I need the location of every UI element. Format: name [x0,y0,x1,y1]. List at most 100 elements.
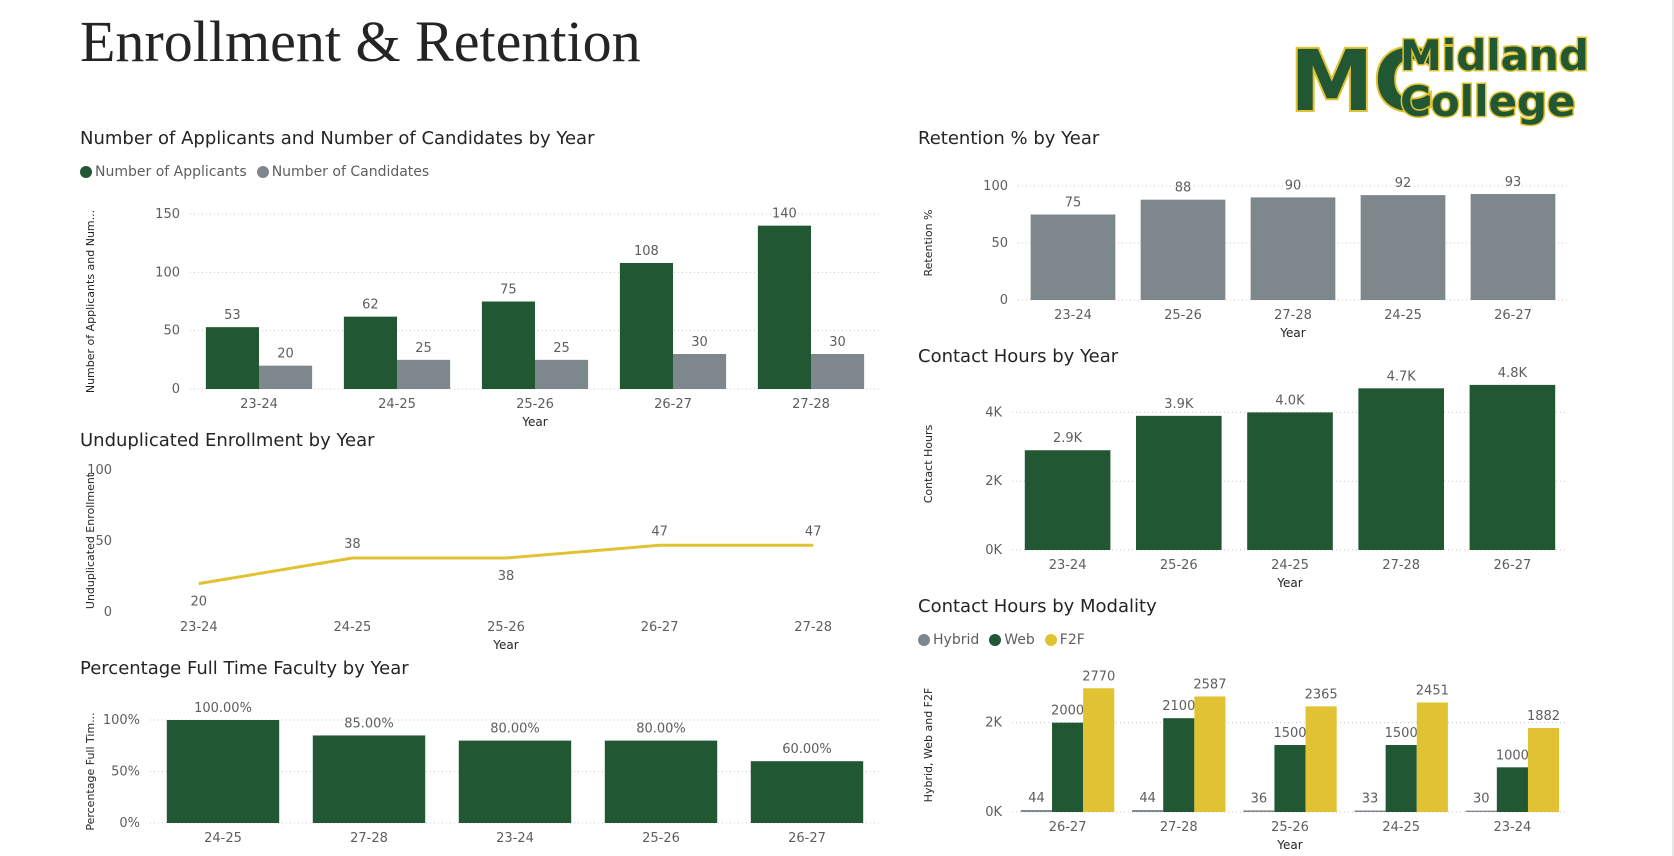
data-label: 100.00% [194,701,252,716]
data-label: 62 [362,298,379,313]
legend-swatch [256,166,269,178]
y-tick-label: 50 [163,324,180,339]
y-tick-label: 0 [172,382,180,397]
data-label: 47 [805,524,822,539]
bar [1416,702,1448,812]
data-label: 38 [344,537,361,552]
bar [1163,718,1195,812]
chart-title: Contact Hours by Year [918,346,1119,367]
legend-item-f2f[interactable]: F2F [1044,632,1085,648]
contact-hours-chart: 0K 2K 4K Contact Hours 23-24 25-26 24-25 27-28 2… [922,366,1568,590]
enrollment-panel: Unduplicated Enrollment by Year 0 50 100 Un… [80,430,880,652]
x-axis-label: Year [1276,576,1302,590]
bar [1465,810,1497,812]
modality-chart: 0K 2K Hybrid, Web and F2F 26-27 27-28 25-26 24… [922,669,1568,852]
x-tick-label: 25-26 [642,831,680,846]
applicants-panel: Number of Applicants and Number of Candi… [80,128,880,430]
y-axis-label: Retention % [922,210,935,277]
bar [312,735,426,823]
x-tick-label: 25-26 [1271,820,1309,835]
data-label: 30 [829,335,846,350]
data-label: 36 [1251,791,1268,806]
bar [205,327,259,389]
page-edge-divider [1672,0,1674,856]
y-tick-label: 4K [985,405,1002,420]
data-label: 4.0K [1275,393,1305,408]
bar [1274,745,1306,812]
bar [1496,767,1528,812]
y-tick-label: 50 [991,236,1008,251]
legend-item-candidates[interactable]: Number of Candidates [256,164,429,180]
bar [750,761,864,823]
x-axis-label: Year [1279,326,1305,340]
bar [535,359,589,389]
contact-hours-panel: Contact Hours by Year 0K 2K 4K Contact Hour… [918,346,1598,594]
y-tick-label: 0K [985,543,1002,558]
retention-panel: Retention % by Year 0 50 100 Retention % 23-… [918,128,1598,344]
chart-title: Retention % by Year [918,128,1100,149]
data-label: 60.00% [782,742,832,757]
legend-item-hybrid[interactable]: Hybrid [918,632,979,648]
x-axis-label: Year [1276,838,1302,852]
x-tick-label: 27-28 [1382,558,1420,573]
data-label: 2451 [1416,684,1449,699]
x-tick-label: 24-25 [334,620,372,635]
y-tick-label: 50% [111,765,140,780]
chart-title: Unduplicated Enrollment by Year [80,430,375,451]
x-tick-label: 24-25 [1271,558,1309,573]
x-tick-label: 27-28 [1274,308,1312,323]
bar [1194,696,1226,812]
midland-college-logo: MC Midland College [1288,30,1588,133]
bar [1469,384,1556,550]
y-tick-label: 100 [87,463,112,478]
y-axis-label: Number of Applicants and Num... [84,210,97,393]
bar [397,359,451,389]
data-label: 93 [1505,175,1522,190]
data-label: 30 [1473,792,1490,807]
y-tick-label: 100% [103,713,140,728]
legend-label: F2F [1059,632,1085,648]
x-axis-label: Year [492,638,518,652]
data-label: 2100 [1162,699,1195,714]
logo-line-1: Midland [1400,31,1588,80]
bar [259,365,313,389]
y-tick-label: 50 [95,534,112,549]
bar [1140,199,1226,300]
bar [1247,412,1333,550]
x-axis-label: Year [521,415,547,429]
data-label: 92 [1395,176,1412,191]
data-label: 1882 [1527,709,1560,724]
x-tick-label: 27-28 [350,831,388,846]
x-tick-label: 23-24 [1054,308,1092,323]
legend-item-web[interactable]: Web [989,632,1035,648]
bar [458,740,572,823]
bar [1360,195,1446,300]
data-label: 75 [1065,196,1082,211]
legend-swatch [918,634,930,646]
data-label: 44 [1139,791,1156,806]
data-label: 47 [651,524,668,539]
x-tick-label: 25-26 [1164,308,1202,323]
x-tick-label: 23-24 [496,831,534,846]
x-tick-label: 24-25 [1382,820,1420,835]
data-label: 20 [191,595,208,610]
x-tick-label: 26-27 [788,831,826,846]
x-tick-label: 26-27 [1494,308,1532,323]
data-label: 75 [500,283,517,298]
data-label: 1500 [1273,726,1306,741]
data-label: 1500 [1385,726,1418,741]
legend-item-applicants[interactable]: Number of Applicants [80,164,247,180]
data-label: 80.00% [636,722,686,737]
faculty-chart: 0% 50% 100% Percentage Full Tim... 24-25 27-2… [84,701,880,846]
logo-line-2: College [1400,77,1576,126]
logo-monogram: MC [1290,32,1435,130]
y-tick-label: 2K [985,474,1002,489]
bar [1354,810,1386,812]
data-label: 44 [1028,791,1045,806]
data-label: 1000 [1496,748,1529,763]
x-tick-label: 27-28 [1160,820,1198,835]
retention-chart: 0 50 100 Retention % 23-24 25-26 27-28 24-25 26-… [922,175,1568,340]
data-label: 2000 [1051,704,1084,719]
data-label: 88 [1175,181,1192,196]
